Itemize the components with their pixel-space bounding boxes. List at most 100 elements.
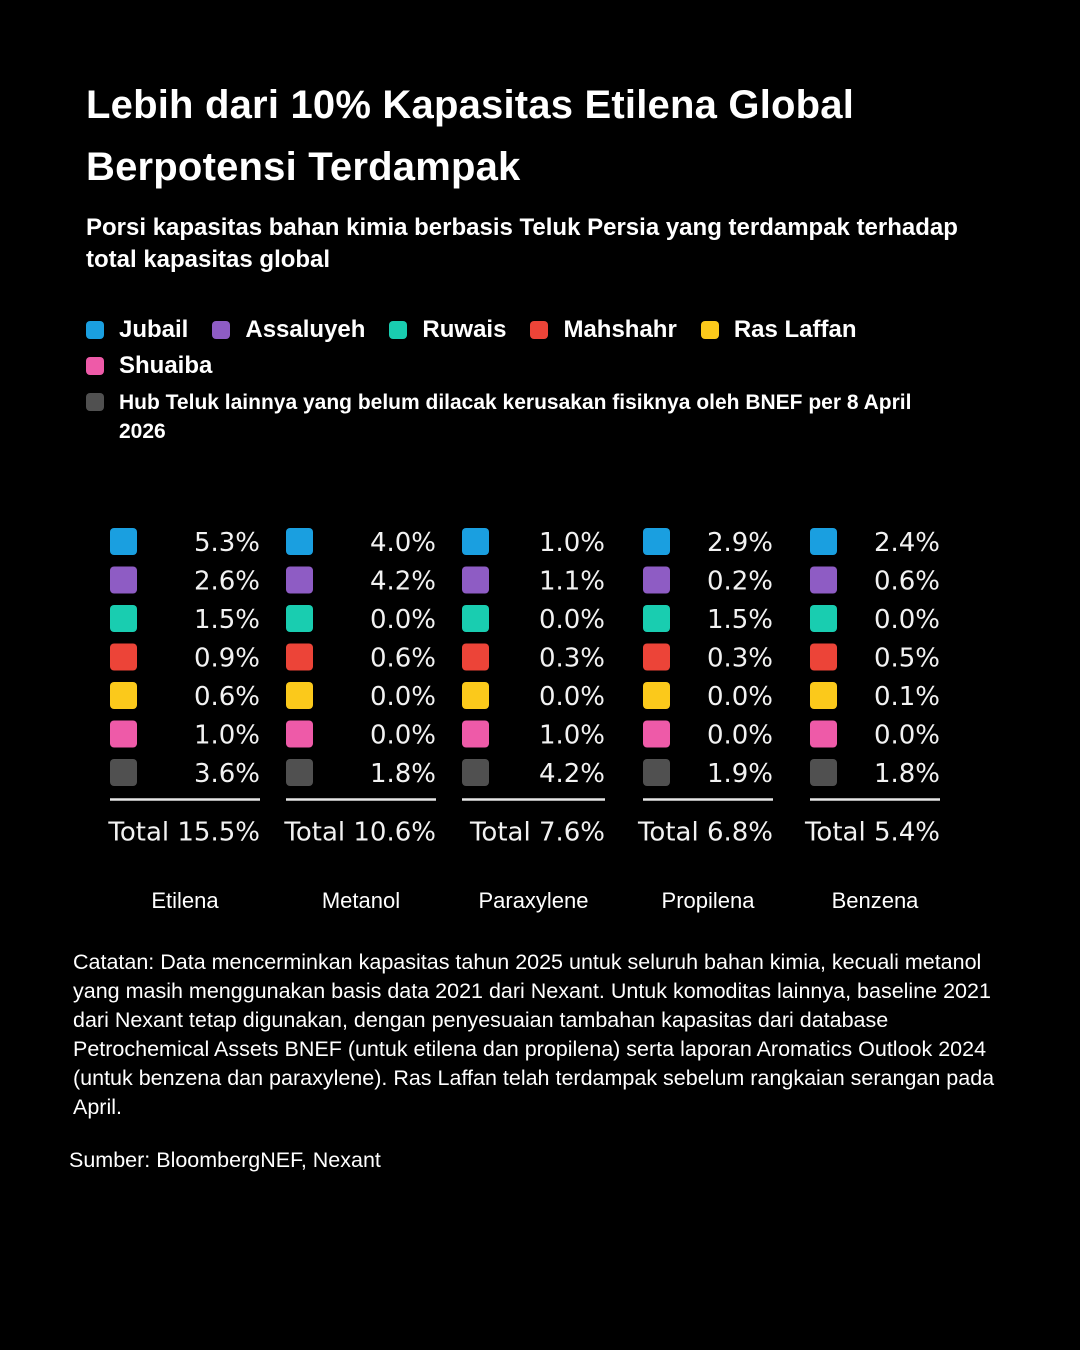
value-label-metanol-3: 0.6%	[370, 644, 436, 674]
total-label-metanol: Total 10.6%	[283, 818, 436, 848]
swatch-metanol-5	[286, 720, 313, 748]
value-label-paraxylene-1: 1.1%	[539, 567, 605, 597]
legend-swatch-assaluyeh	[212, 321, 231, 339]
legend-swatch-ras-laffan	[700, 321, 719, 339]
category-label-propilena: Propilena	[662, 888, 756, 913]
value-label-metanol-1: 4.2%	[370, 567, 436, 597]
legend-swatch-shuaiba	[86, 357, 104, 375]
legend-item-ruwais: Ruwais	[389, 312, 506, 348]
value-label-propilena-3: 0.3%	[707, 644, 773, 674]
swatch-metanol-3	[286, 643, 313, 671]
value-label-paraxylene-0: 1.0%	[539, 528, 605, 558]
legend-swatch-jubail	[86, 321, 104, 339]
value-label-paraxylene-5: 1.0%	[539, 721, 605, 751]
legend-label-ras-laffan: Ras Laffan	[733, 316, 857, 343]
total-label-etilena: Total 15.5%	[107, 818, 260, 848]
legend-label-other-hubs: Hub Teluk lainnya yang belum dilacak ker…	[119, 391, 912, 443]
value-label-paraxylene-3: 0.3%	[539, 644, 605, 674]
swatch-etilena-1	[110, 566, 137, 594]
value-label-propilena-0: 2.9%	[707, 528, 773, 558]
swatch-etilena-5	[110, 720, 137, 748]
legend-item-shuaiba: Shuaiba	[86, 348, 212, 384]
category-label-etilena: Etilena	[151, 888, 219, 913]
swatch-metanol-1	[286, 566, 313, 594]
value-label-etilena-6: 3.6%	[194, 759, 260, 789]
value-label-benzena-4: 0.1%	[874, 682, 940, 712]
value-label-benzena-5: 0.0%	[874, 721, 940, 751]
chart-source: Sumber: BloombergNEF, Nexant	[69, 1148, 381, 1172]
value-label-etilena-0: 5.3%	[194, 528, 260, 558]
value-label-paraxylene-4: 0.0%	[539, 682, 605, 712]
value-label-propilena-2: 1.5%	[707, 605, 773, 635]
value-label-metanol-2: 0.0%	[370, 605, 436, 635]
swatch-etilena-4	[110, 682, 137, 709]
swatch-etilena-6	[110, 759, 137, 786]
swatch-paraxylene-0	[462, 528, 489, 555]
total-label-paraxylene: Total 7.6%	[469, 818, 605, 848]
legend-label-assaluyeh: Assaluyeh	[245, 316, 366, 343]
category-label-benzena: Benzena	[832, 888, 920, 913]
swatch-benzena-4	[810, 682, 837, 709]
value-label-etilena-1: 2.6%	[194, 567, 260, 597]
swatch-etilena-3	[110, 643, 137, 671]
swatch-propilena-3	[643, 643, 670, 671]
legend-label-mahshahr: Mahshahr	[563, 316, 677, 343]
chart-note: Catatan: Data mencerminkan kapasitas tah…	[73, 950, 995, 1119]
swatch-paraxylene-1	[462, 566, 489, 594]
value-label-benzena-1: 0.6%	[874, 567, 940, 597]
legend-swatch-ruwais	[389, 321, 408, 339]
value-label-propilena-1: 0.2%	[707, 567, 773, 597]
swatch-etilena-0	[110, 528, 137, 555]
value-label-etilena-5: 1.0%	[194, 721, 260, 751]
legend-item-ras-laffan: Ras Laffan	[700, 312, 857, 348]
value-label-metanol-6: 1.8%	[370, 759, 436, 789]
swatch-metanol-4	[286, 682, 313, 709]
value-label-benzena-6: 1.8%	[874, 759, 940, 789]
swatch-paraxylene-6	[462, 759, 489, 786]
legend-label-shuaiba: Shuaiba	[119, 352, 213, 379]
swatch-propilena-1	[643, 566, 670, 594]
swatch-benzena-1	[810, 566, 837, 594]
swatch-benzena-5	[810, 720, 837, 748]
swatch-benzena-3	[810, 643, 837, 671]
swatch-benzena-6	[810, 759, 837, 786]
legend-item-assaluyeh: Assaluyeh	[212, 312, 365, 348]
legend-item-jubail: Jubail	[86, 312, 188, 348]
swatch-propilena-0	[643, 528, 670, 555]
chart-table: 5.3% 2.6% 1.5% 0.9% 0.6% 1.0% 3.6% Total 15.5% E…	[107, 528, 940, 913]
value-label-propilena-5: 0.0%	[707, 721, 773, 751]
total-label-benzena: Total 5.4%	[804, 818, 940, 848]
value-label-etilena-3: 0.9%	[194, 644, 260, 674]
swatch-paraxylene-5	[462, 720, 489, 748]
legend-swatch-other-hubs	[86, 393, 104, 411]
legend-label-ruwais: Ruwais	[422, 316, 507, 343]
swatch-propilena-6	[643, 759, 670, 786]
value-label-benzena-2: 0.0%	[874, 605, 940, 635]
swatch-propilena-4	[643, 682, 670, 709]
swatch-paraxylene-3	[462, 643, 489, 671]
swatch-benzena-0	[810, 528, 837, 555]
legend-swatch-mahshahr	[530, 321, 549, 339]
swatch-metanol-6	[286, 759, 313, 786]
swatch-metanol-0	[286, 528, 313, 555]
value-label-etilena-2: 1.5%	[194, 605, 260, 635]
value-label-metanol-0: 4.0%	[370, 528, 436, 558]
total-label-propilena: Total 6.8%	[637, 818, 773, 848]
category-label-metanol: Metanol	[322, 888, 400, 913]
swatch-paraxylene-4	[462, 682, 489, 709]
swatch-metanol-2	[286, 605, 313, 632]
value-label-etilena-4: 0.6%	[194, 682, 260, 712]
swatch-etilena-2	[110, 605, 137, 632]
chart-title: Lebih dari 10% Kapasitas Etilena Global …	[86, 83, 855, 189]
swatch-propilena-2	[643, 605, 670, 632]
value-label-metanol-5: 0.0%	[370, 721, 436, 751]
value-label-paraxylene-2: 0.0%	[539, 605, 605, 635]
value-label-benzena-0: 2.4%	[874, 528, 940, 558]
category-label-paraxylene: Paraxylene	[478, 888, 588, 913]
value-label-propilena-4: 0.0%	[707, 682, 773, 712]
legend: Jubail Assaluyeh Ruwais Mahshahr Ras Laf…	[86, 312, 986, 446]
swatch-paraxylene-2	[462, 605, 489, 632]
legend-item-other-hubs: Hub Teluk lainnya yang belum dilacak ker…	[86, 388, 946, 446]
value-label-paraxylene-6: 4.2%	[539, 759, 605, 789]
swatch-propilena-5	[643, 720, 670, 748]
